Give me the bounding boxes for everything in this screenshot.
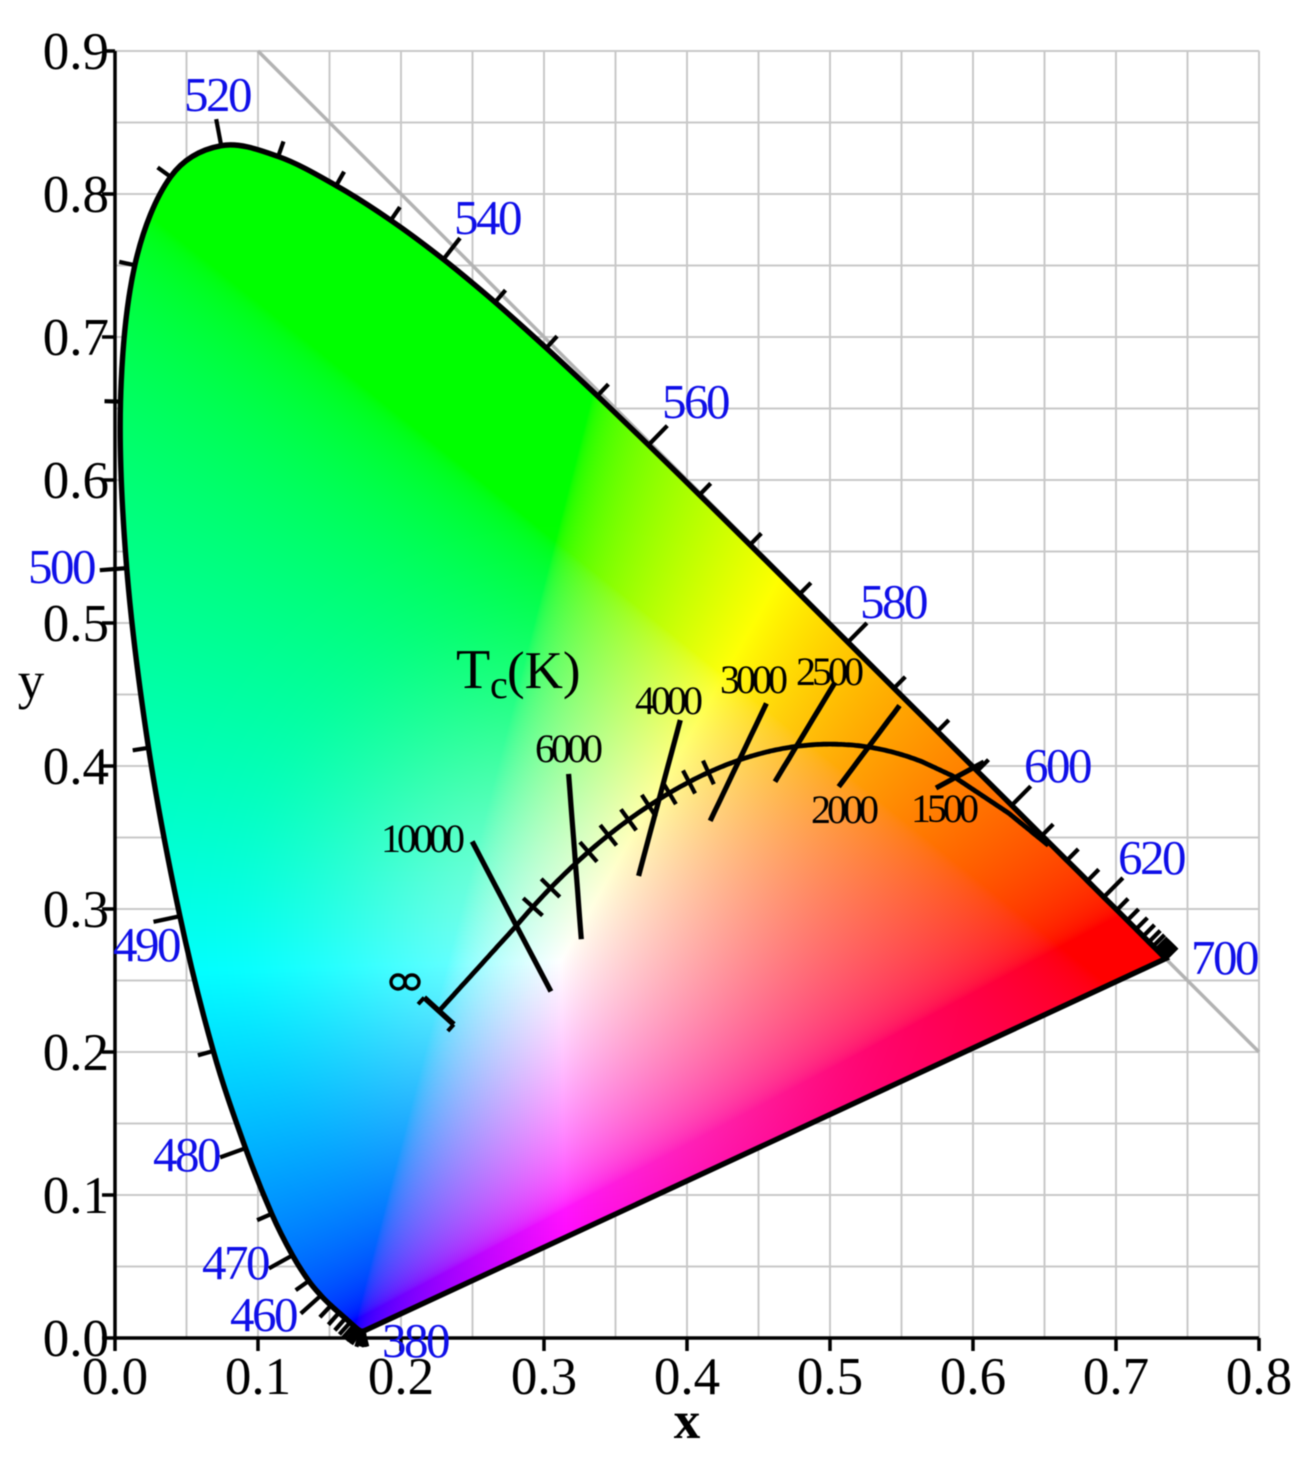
svg-text:380: 380 xyxy=(382,1313,449,1368)
svg-text:490: 490 xyxy=(113,917,180,972)
svg-text:460: 460 xyxy=(230,1287,297,1342)
svg-text:520: 520 xyxy=(184,67,251,122)
svg-text:T: T xyxy=(456,639,490,701)
svg-text:1500: 1500 xyxy=(911,786,978,831)
svg-text:480: 480 xyxy=(153,1127,220,1182)
svg-text:c: c xyxy=(490,662,508,707)
svg-text:10000: 10000 xyxy=(381,816,464,861)
svg-text:560: 560 xyxy=(662,374,729,429)
svg-text:2500: 2500 xyxy=(796,649,863,694)
svg-text:580: 580 xyxy=(860,574,927,629)
svg-text:3000: 3000 xyxy=(720,657,787,702)
svg-text:620: 620 xyxy=(1118,830,1185,885)
svg-text:(K): (K) xyxy=(507,642,581,700)
svg-text:4000: 4000 xyxy=(635,678,702,723)
svg-text:6000: 6000 xyxy=(535,726,602,771)
svg-text:540: 540 xyxy=(454,190,521,245)
svg-text:2000: 2000 xyxy=(811,787,878,832)
svg-text:470: 470 xyxy=(202,1235,269,1290)
svg-text:500: 500 xyxy=(28,539,95,594)
svg-text:600: 600 xyxy=(1024,738,1091,793)
svg-text:700: 700 xyxy=(1191,930,1258,985)
